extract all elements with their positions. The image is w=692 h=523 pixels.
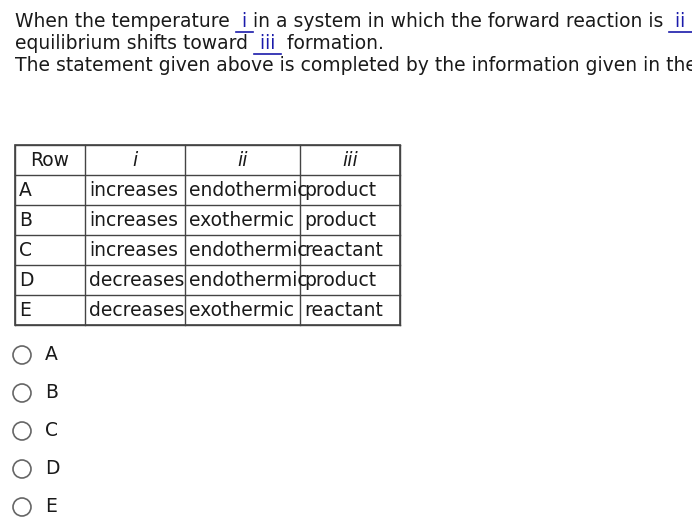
- Text: ii: ii: [669, 12, 691, 31]
- Circle shape: [13, 346, 31, 364]
- Text: E: E: [45, 497, 57, 517]
- Text: C: C: [19, 241, 32, 259]
- Text: product: product: [304, 270, 376, 290]
- Text: Row: Row: [30, 151, 69, 169]
- Text: iii: iii: [254, 34, 282, 53]
- Text: ii: ii: [237, 151, 248, 169]
- Text: reactant: reactant: [304, 241, 383, 259]
- Text: endothermic: endothermic: [189, 270, 308, 290]
- Text: C: C: [45, 422, 58, 440]
- Circle shape: [13, 384, 31, 402]
- Text: A: A: [19, 180, 32, 199]
- Text: formation.: formation.: [282, 34, 384, 53]
- Text: decreases: decreases: [89, 270, 184, 290]
- Bar: [15, 145, 400, 325]
- Text: product: product: [304, 180, 376, 199]
- Text: reactant: reactant: [304, 301, 383, 320]
- Text: endothermic: endothermic: [189, 180, 308, 199]
- Text: exothermic: exothermic: [189, 210, 294, 230]
- Text: B: B: [45, 383, 58, 403]
- Text: D: D: [45, 460, 60, 479]
- Text: increases: increases: [89, 210, 178, 230]
- Text: increases: increases: [89, 180, 178, 199]
- Text: E: E: [19, 301, 31, 320]
- Text: endothermic: endothermic: [189, 241, 308, 259]
- Text: The statement given above is completed by the information given in the row:: The statement given above is completed b…: [15, 56, 692, 75]
- Text: When the temperature: When the temperature: [15, 12, 236, 31]
- Text: decreases: decreases: [89, 301, 184, 320]
- Text: B: B: [19, 210, 32, 230]
- Text: increases: increases: [89, 241, 178, 259]
- Text: exothermic: exothermic: [189, 301, 294, 320]
- Text: product: product: [304, 210, 376, 230]
- Circle shape: [13, 498, 31, 516]
- Text: iii: iii: [342, 151, 358, 169]
- Text: D: D: [19, 270, 33, 290]
- Text: i: i: [132, 151, 138, 169]
- Circle shape: [13, 422, 31, 440]
- Circle shape: [13, 460, 31, 478]
- Text: i: i: [236, 12, 253, 31]
- Text: in a system in which the forward reaction is: in a system in which the forward reactio…: [253, 12, 669, 31]
- Text: equilibrium shifts toward: equilibrium shifts toward: [15, 34, 254, 53]
- Text: A: A: [45, 346, 58, 365]
